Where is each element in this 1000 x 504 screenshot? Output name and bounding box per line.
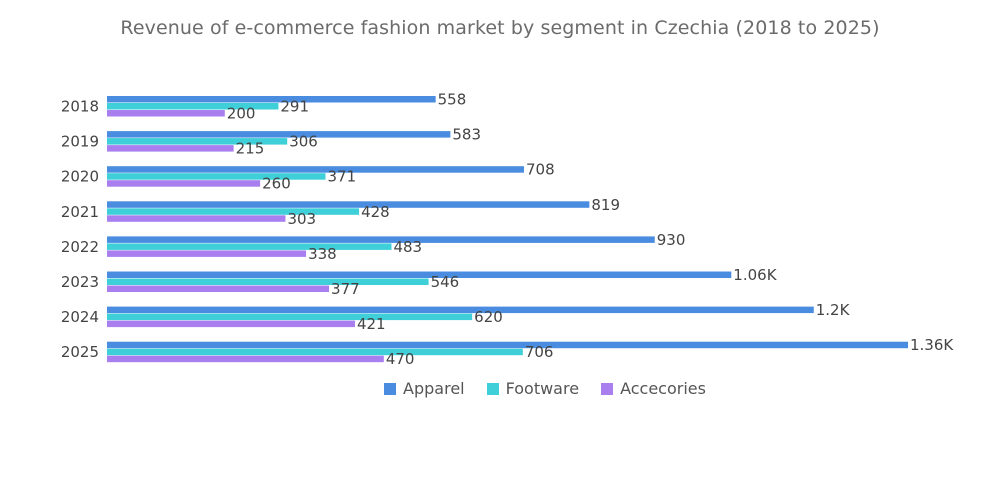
bar-footware-2024 xyxy=(107,313,473,321)
bar-footware-2020 xyxy=(107,173,326,180)
bar-accecories-2021 xyxy=(107,215,286,222)
category-label-2025: 2025 xyxy=(61,343,99,361)
data-label-footware-2022: 483 xyxy=(393,238,422,256)
chart-title: Revenue of e-commerce fashion market by … xyxy=(120,17,880,39)
data-label-apparel-2021: 819 xyxy=(591,196,620,214)
legend-swatch-apparel xyxy=(384,382,397,395)
data-label-footware-2023: 546 xyxy=(431,273,460,291)
data-label-apparel-2020: 708 xyxy=(526,161,555,179)
legend-swatch-accecories xyxy=(601,382,614,395)
data-label-accecories-2019: 215 xyxy=(236,140,265,158)
data-label-apparel-2024: 1.2K xyxy=(816,301,851,319)
legend-label-apparel: Apparel xyxy=(403,379,465,398)
bar-footware-2025 xyxy=(107,348,523,356)
bar-footware-2023 xyxy=(107,278,429,285)
bar-accecories-2019 xyxy=(107,145,234,152)
category-label-2018: 2018 xyxy=(61,98,99,116)
data-label-apparel-2019: 583 xyxy=(452,126,481,144)
legend-label-footware: Footware xyxy=(505,379,580,398)
bar-apparel-2023 xyxy=(107,271,732,278)
data-label-footware-2024: 620 xyxy=(474,308,503,326)
bar-apparel-2025 xyxy=(107,341,908,349)
bar-apparel-2019 xyxy=(107,131,451,138)
bar-accecories-2018 xyxy=(107,110,225,117)
bar-apparel-2018 xyxy=(107,96,436,103)
data-label-accecories-2023: 377 xyxy=(331,280,360,298)
legend-item-footware[interactable]: Footware xyxy=(486,379,580,398)
data-label-accecories-2021: 303 xyxy=(287,210,316,228)
category-label-2024: 2024 xyxy=(61,308,99,326)
data-label-accecories-2022: 338 xyxy=(308,245,337,263)
chart-legend: Apparel Footware Accecories xyxy=(0,379,1000,398)
data-label-accecories-2025: 470 xyxy=(386,350,415,368)
bar-accecories-2020 xyxy=(107,180,261,187)
bar-footware-2022 xyxy=(107,243,392,250)
category-label-2022: 2022 xyxy=(61,238,99,256)
data-label-footware-2018: 291 xyxy=(280,98,309,116)
bar-accecories-2025 xyxy=(107,355,384,363)
data-label-footware-2021: 428 xyxy=(361,203,390,221)
data-label-footware-2019: 306 xyxy=(289,133,318,151)
bar-footware-2019 xyxy=(107,138,288,145)
bar-apparel-2021 xyxy=(107,201,590,208)
bar-apparel-2022 xyxy=(107,236,655,243)
data-label-footware-2025: 706 xyxy=(525,343,554,361)
data-label-accecories-2024: 421 xyxy=(357,315,386,333)
data-label-apparel-2022: 930 xyxy=(657,231,686,249)
bar-apparel-2024 xyxy=(107,306,814,314)
data-label-apparel-2025: 1.36K xyxy=(910,336,954,354)
legend-swatch-footware xyxy=(486,382,499,395)
category-label-2023: 2023 xyxy=(61,273,99,291)
category-label-2021: 2021 xyxy=(61,203,99,221)
bar-accecories-2024 xyxy=(107,320,355,328)
legend-item-accecories[interactable]: Accecories xyxy=(601,379,706,398)
data-label-apparel-2018: 558 xyxy=(438,91,467,109)
data-label-accecories-2018: 200 xyxy=(227,105,256,123)
category-label-2020: 2020 xyxy=(61,168,99,186)
category-label-2019: 2019 xyxy=(61,133,99,151)
legend-label-accecories: Accecories xyxy=(620,379,706,398)
bar-footware-2021 xyxy=(107,208,360,215)
bar-apparel-2020 xyxy=(107,166,524,173)
bar-footware-2018 xyxy=(107,103,279,110)
data-label-footware-2020: 371 xyxy=(328,168,357,186)
legend-item-apparel[interactable]: Apparel xyxy=(384,379,465,398)
data-label-apparel-2023: 1.06K xyxy=(733,266,777,284)
bar-accecories-2023 xyxy=(107,285,330,292)
data-label-accecories-2020: 260 xyxy=(262,175,291,193)
bar-accecories-2022 xyxy=(107,250,307,257)
